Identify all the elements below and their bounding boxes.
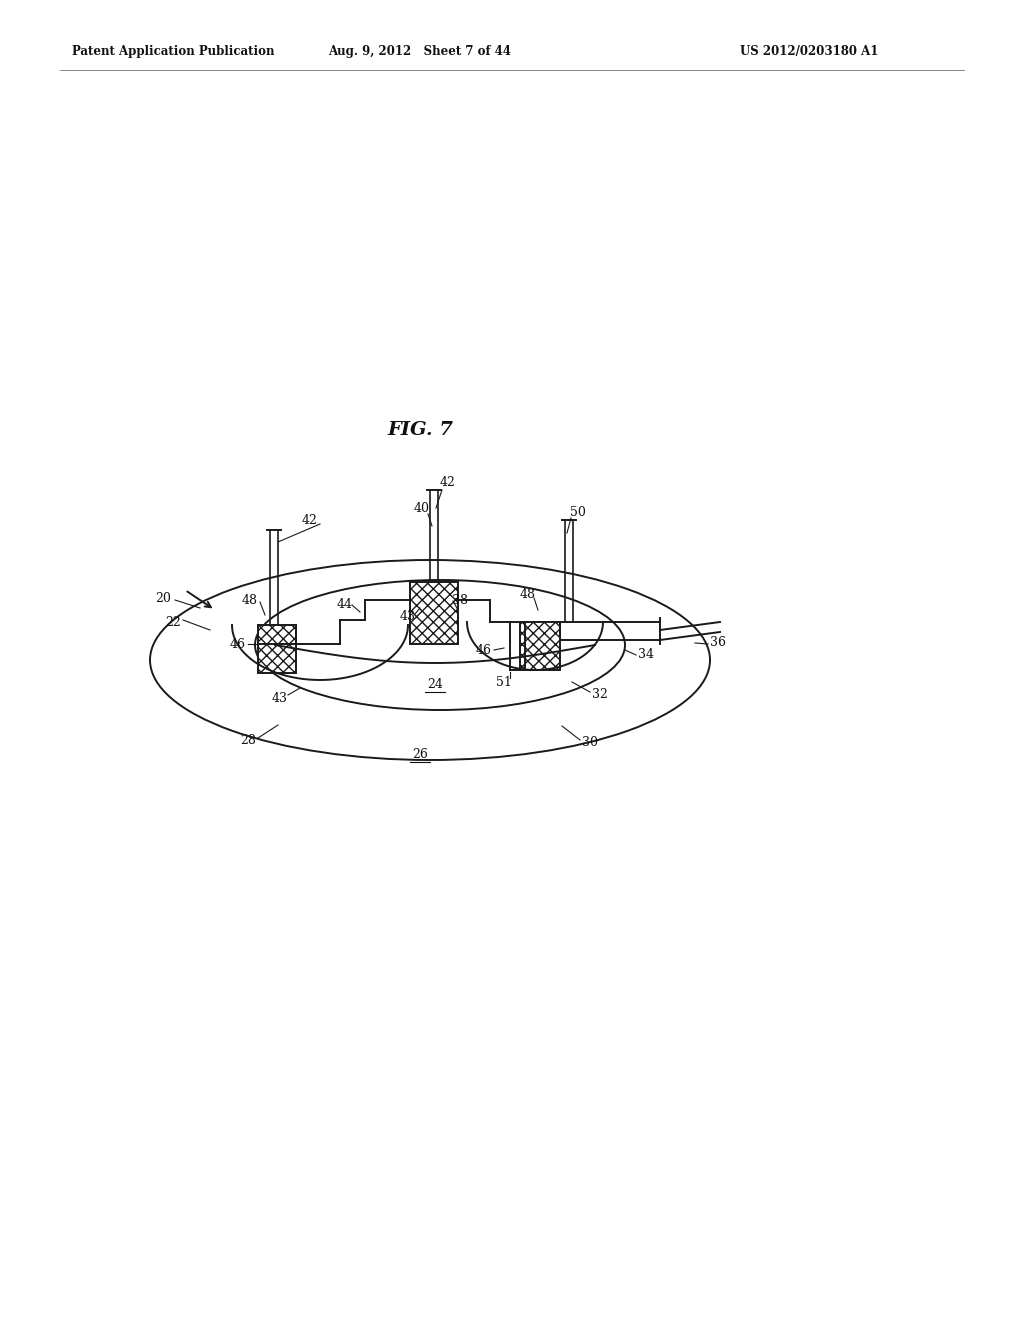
Text: 43: 43 [272,692,288,705]
Text: 44: 44 [337,598,353,610]
Text: 38: 38 [452,594,468,607]
Text: 48: 48 [242,594,258,606]
Text: 32: 32 [592,688,608,701]
Text: 51: 51 [496,676,512,689]
Text: 42: 42 [440,475,456,488]
Text: US 2012/0203180 A1: US 2012/0203180 A1 [740,45,879,58]
Text: 36: 36 [710,636,726,649]
Text: 20: 20 [155,591,171,605]
Text: 28: 28 [240,734,256,747]
Text: 22: 22 [165,615,181,628]
Bar [410,582,458,644]
Text: 48: 48 [520,587,536,601]
Text: 40: 40 [414,502,430,515]
Text: 46: 46 [476,644,492,656]
Text: 34: 34 [638,648,654,661]
Text: 24: 24 [427,678,443,692]
Bar [258,624,296,673]
Text: 30: 30 [582,735,598,748]
Text: 50: 50 [570,506,586,519]
Text: Aug. 9, 2012   Sheet 7 of 44: Aug. 9, 2012 Sheet 7 of 44 [329,45,512,58]
Text: 26: 26 [412,748,428,762]
Text: FIG. 7: FIG. 7 [387,421,453,440]
Bar [520,622,560,671]
Text: Patent Application Publication: Patent Application Publication [72,45,274,58]
Text: 43: 43 [400,610,416,623]
Text: 42: 42 [302,513,317,527]
Text: 46: 46 [230,638,246,651]
